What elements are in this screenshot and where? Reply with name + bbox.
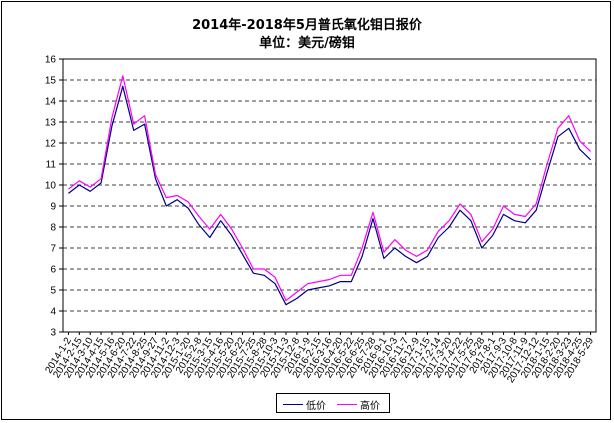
- series-line-high: [68, 75, 592, 302]
- legend-label-high: 高价: [360, 400, 380, 412]
- y-tick-label-10: 10: [45, 181, 57, 192]
- chart-legend: 低价 高价: [276, 393, 390, 413]
- legend-label-low: 低价: [306, 400, 326, 412]
- legend-line-high: [337, 403, 357, 405]
- y-tick-label-11: 11: [46, 160, 57, 171]
- y-tick-label-3: 3: [50, 328, 56, 339]
- y-tick-label-13: 13: [45, 118, 57, 129]
- y-tick-label-15: 15: [45, 76, 57, 87]
- chart-title: 2014年-2018年5月普氏氧化钼日报价: [192, 18, 422, 33]
- y-tick-label-9: 9: [50, 202, 56, 213]
- plot-area: [62, 58, 597, 333]
- y-tick-label-5: 5: [50, 286, 56, 297]
- y-tick-label-12: 12: [45, 139, 57, 150]
- y-tick-label-7: 7: [50, 244, 56, 255]
- y-tick-label-8: 8: [50, 223, 56, 234]
- legend-item-low: 低价: [283, 397, 326, 412]
- legend-line-low: [283, 403, 303, 405]
- chart-subtitle: 单位：美元/磅钼: [259, 36, 355, 51]
- y-tick-label-14: 14: [45, 97, 57, 108]
- series-line-low: [68, 85, 592, 306]
- y-tick-label-4: 4: [50, 307, 56, 318]
- y-tick-label-16: 16: [45, 55, 57, 66]
- y-tick-label-6: 6: [50, 265, 56, 276]
- legend-item-high: 高价: [337, 397, 380, 412]
